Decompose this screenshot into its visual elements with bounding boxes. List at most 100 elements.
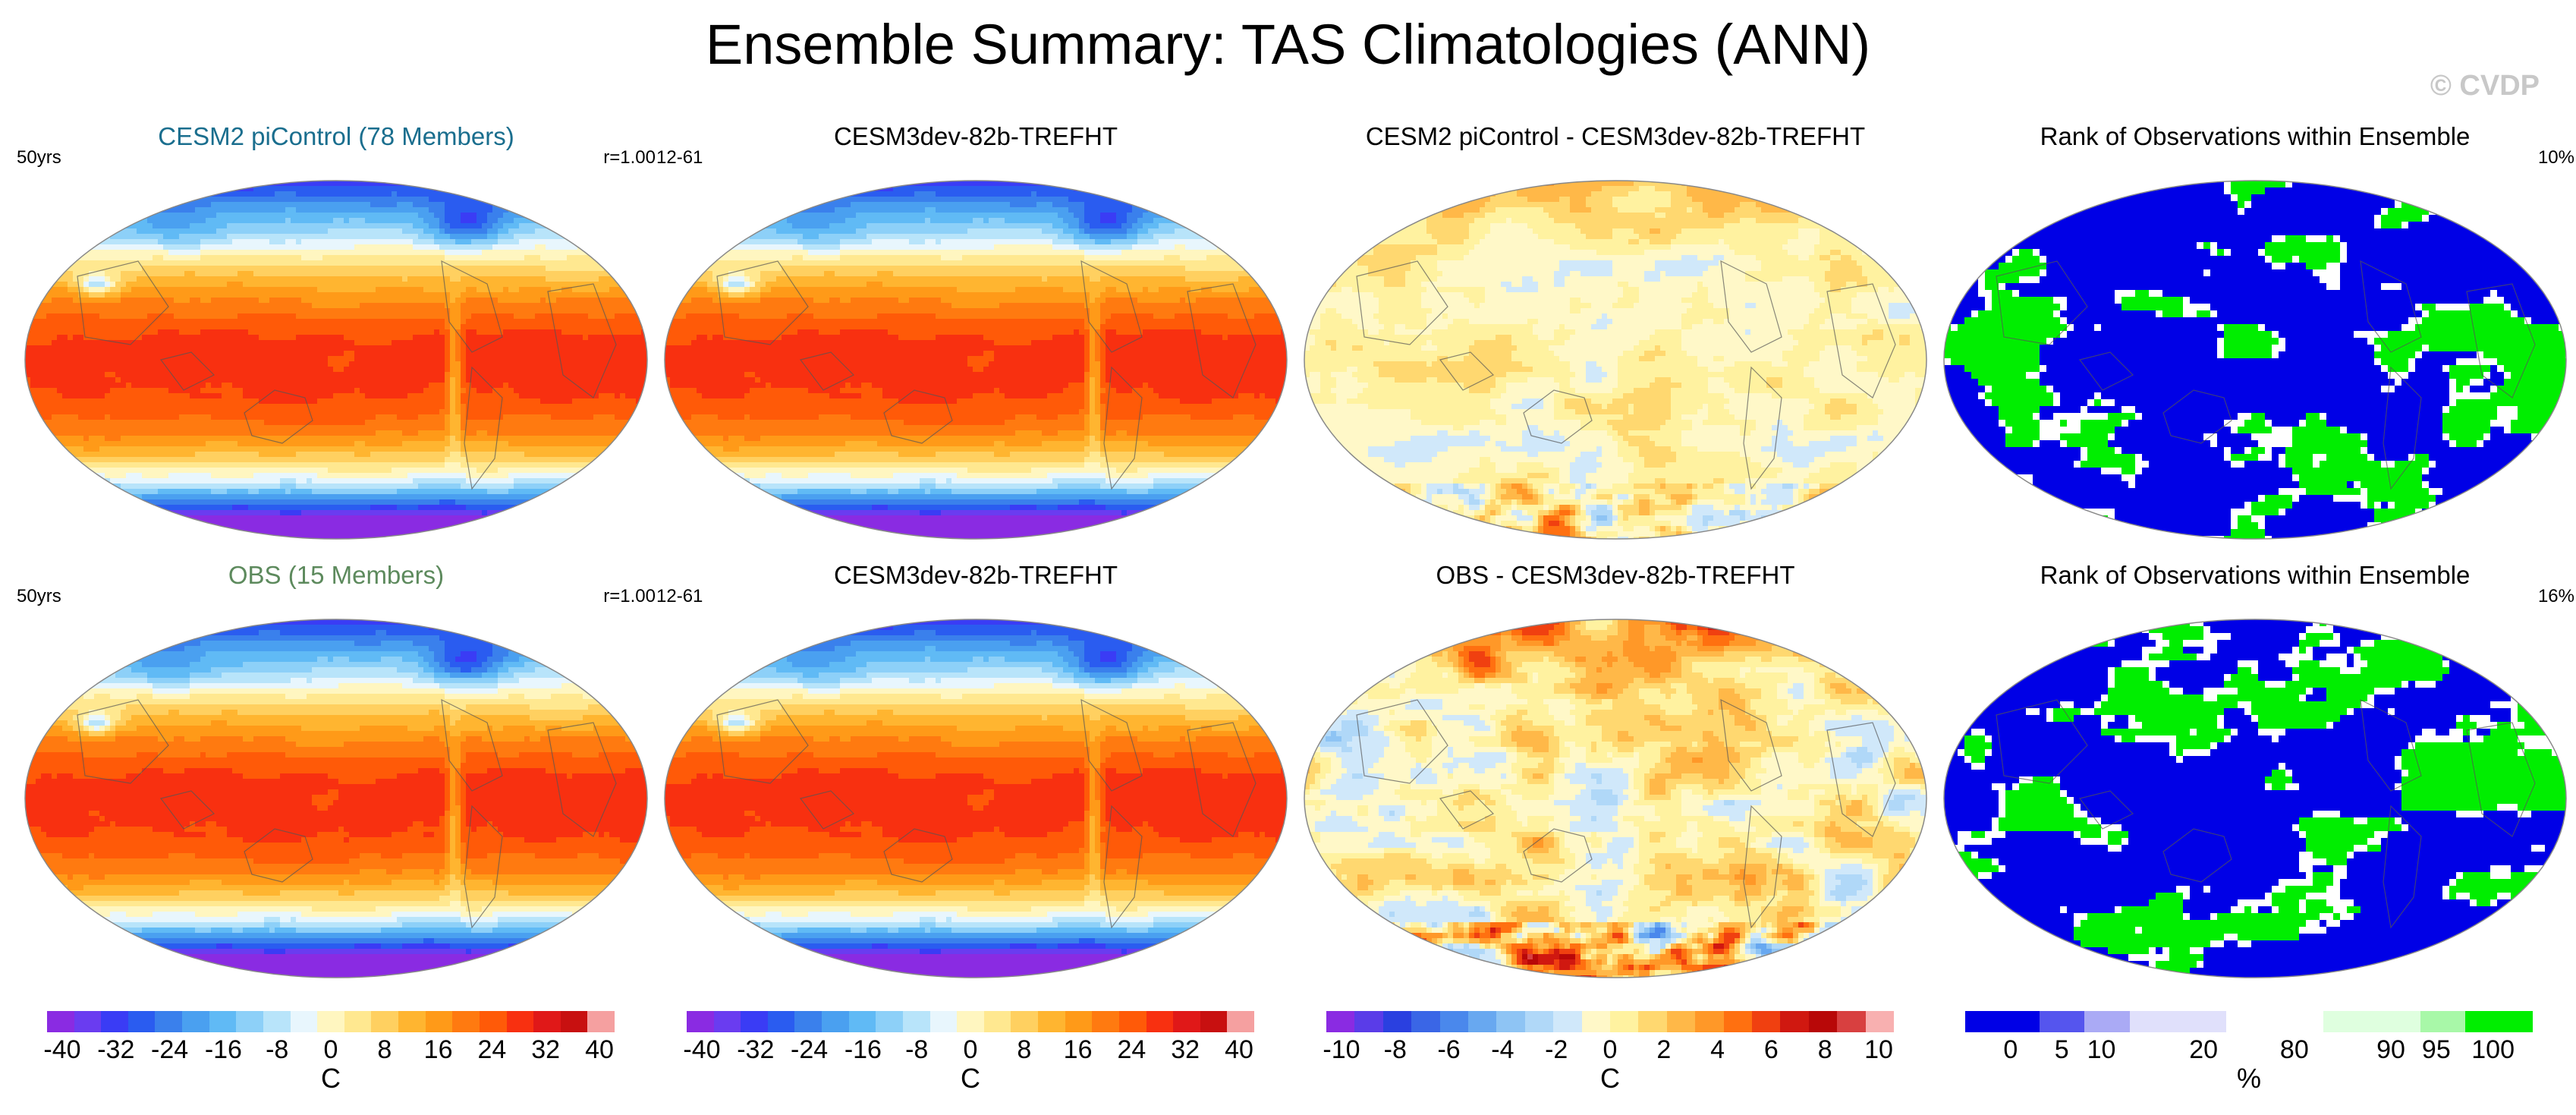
map-cell xyxy=(349,329,355,335)
map-cell xyxy=(551,213,557,219)
map-cell xyxy=(646,383,647,389)
map-cell xyxy=(328,271,334,277)
map-cell xyxy=(322,228,329,235)
map-cell xyxy=(89,207,95,213)
map-cell xyxy=(243,239,249,245)
map-cell xyxy=(631,250,637,256)
map-cell xyxy=(147,356,153,362)
map-cell xyxy=(450,361,456,367)
map-cell xyxy=(365,340,371,346)
map-cell xyxy=(402,292,408,298)
map-cell xyxy=(344,388,350,394)
map-cell xyxy=(445,361,451,367)
map-cell xyxy=(200,329,206,335)
map-cell xyxy=(216,356,222,362)
map-cell xyxy=(349,313,355,320)
map-cell xyxy=(604,228,610,235)
map-cell xyxy=(445,197,451,203)
map-cell xyxy=(78,239,84,245)
map-cell xyxy=(41,191,47,197)
map-cell xyxy=(291,292,297,298)
map-cell xyxy=(168,367,175,373)
map-cell xyxy=(461,356,467,362)
map-cell xyxy=(370,202,376,208)
map-cell xyxy=(593,313,599,320)
map-cell xyxy=(333,356,339,362)
map-cell xyxy=(625,383,631,389)
map-cell xyxy=(115,372,121,378)
map-cell xyxy=(174,223,180,229)
map-cell xyxy=(561,351,568,357)
map-cell xyxy=(392,234,398,240)
map-cell xyxy=(269,218,275,224)
map-cell xyxy=(365,367,371,373)
map-cell xyxy=(546,271,552,277)
map-cell xyxy=(206,234,212,240)
map-cell xyxy=(264,345,270,351)
map-cell xyxy=(429,271,435,277)
map-cell xyxy=(121,393,127,399)
map-cell xyxy=(57,340,63,346)
map-cell xyxy=(52,345,58,351)
map-cell xyxy=(381,329,387,335)
map-cell xyxy=(333,197,339,203)
map-cell xyxy=(381,298,387,304)
map-cell xyxy=(291,228,297,235)
map-cell xyxy=(322,181,329,187)
map-cell xyxy=(445,367,451,373)
map-cell xyxy=(78,377,84,383)
map-cell xyxy=(269,207,275,213)
map-cell xyxy=(68,266,74,272)
map-cell xyxy=(83,324,90,330)
map-cell xyxy=(179,361,185,367)
map-cell xyxy=(153,298,159,304)
map-cell xyxy=(620,319,626,325)
map-cell xyxy=(190,303,196,309)
map-cell xyxy=(349,388,355,394)
map-cell xyxy=(354,186,360,192)
map-cell xyxy=(322,356,329,362)
map-cell xyxy=(561,228,568,235)
map-cell xyxy=(413,356,419,362)
map-cell xyxy=(68,207,74,213)
map-cell xyxy=(471,202,477,208)
map-cell xyxy=(466,181,472,187)
map-cell xyxy=(30,213,36,219)
map-cell xyxy=(615,287,621,293)
map-cell xyxy=(190,223,196,229)
map-cell xyxy=(609,367,615,373)
map-cell xyxy=(253,202,259,208)
map-cell xyxy=(46,213,52,219)
map-cell xyxy=(94,345,100,351)
map-cell xyxy=(370,218,376,224)
map-cell xyxy=(646,308,647,314)
map-cell xyxy=(429,287,435,293)
map-cell xyxy=(418,324,424,330)
map-cell xyxy=(163,276,169,282)
map-cell xyxy=(57,388,63,394)
map-cell xyxy=(285,393,291,399)
map-cell xyxy=(503,383,509,389)
map-cell xyxy=(561,298,568,304)
map-cell xyxy=(232,250,238,256)
map-cell xyxy=(190,292,196,298)
map-cell xyxy=(99,191,105,197)
map-cell xyxy=(583,351,589,357)
map-cell xyxy=(52,218,58,224)
map-cell xyxy=(62,250,68,256)
map-cell xyxy=(503,202,509,208)
map-cell xyxy=(121,324,127,330)
map-cell xyxy=(137,335,143,341)
map-cell xyxy=(57,239,63,245)
map-cell xyxy=(232,335,238,341)
map-cell xyxy=(561,186,568,192)
map-cell xyxy=(57,292,63,298)
map-cell xyxy=(413,228,419,235)
map-cell xyxy=(328,292,334,298)
map-cell xyxy=(392,303,398,309)
map-cell xyxy=(280,377,286,383)
map-cell xyxy=(243,383,249,389)
map-cell xyxy=(392,345,398,351)
map-cell xyxy=(556,340,562,346)
map-cell xyxy=(338,340,344,346)
